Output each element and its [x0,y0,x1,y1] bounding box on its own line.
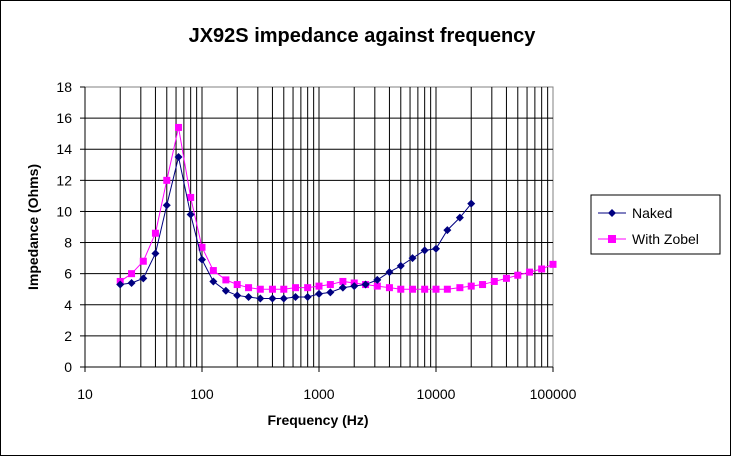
x-tick-label: 100 [190,386,214,402]
data-point-naked [373,275,382,284]
data-point-with-zobel [479,281,487,289]
x-tick-label: 1000 [303,386,334,402]
x-tick-label: 100000 [530,386,577,402]
data-point-with-zobel [502,274,510,282]
data-point-naked [233,291,242,300]
data-point-naked [221,286,230,295]
data-point-naked [256,294,265,303]
data-point-with-zobel [373,282,381,290]
data-point-with-zobel [209,267,217,275]
data-point-naked [127,279,136,287]
data-point-naked [455,213,464,222]
data-point-with-zobel [397,285,405,293]
data-point-with-zobel [538,265,546,273]
y-tick-label: 0 [64,359,72,375]
legend-box [590,194,721,255]
data-point-with-zobel [198,243,206,251]
y-tick-label: 12 [56,172,72,188]
legend-label-zobel: With Zobel [632,231,699,247]
data-point-naked [432,244,440,253]
data-point-naked [198,255,206,264]
y-tick-label: 8 [64,235,72,251]
data-point-with-zobel [151,229,159,237]
data-point-with-zobel [245,284,253,292]
series-group [116,123,557,303]
data-point-with-zobel [163,176,171,184]
data-point-with-zobel [549,260,557,268]
data-point-naked [408,254,417,263]
y-tick-label: 14 [56,141,72,157]
data-point-naked [385,268,394,277]
y-tick-label: 18 [56,79,72,95]
data-point-with-zobel [385,284,393,292]
data-point-with-zobel [268,285,276,293]
data-point-with-zobel [326,281,334,289]
x-tick-label: 10 [77,386,93,402]
data-point-naked [268,294,277,303]
data-point-with-zobel [292,284,300,292]
data-point-with-zobel [443,285,451,293]
data-point-naked [338,283,347,292]
data-point-naked [303,293,312,301]
data-point-naked [139,274,148,283]
legend-marker-zobel [608,235,616,243]
x-tick-labels: 10 100 1000 10000 100000 [77,367,577,402]
data-point-with-zobel [432,285,440,293]
data-point-naked [326,288,335,297]
data-point-naked [151,249,160,258]
data-point-naked [467,199,476,208]
data-point-naked [350,282,359,291]
data-point-with-zobel [467,282,475,290]
legend: Naked With Zobel [590,194,721,255]
data-point-naked [291,293,300,301]
legend-marker-naked [608,209,616,217]
data-point-with-zobel [421,285,429,293]
y-tick-label: 16 [56,110,72,126]
data-point-with-zobel [526,268,534,276]
y-tick-labels: 0 2 4 6 8 10 12 14 16 18 [56,79,85,375]
y-tick-label: 2 [64,328,72,344]
data-point-naked [420,246,429,255]
data-point-with-zobel [514,271,522,279]
chart-title: JX92S impedance against frequency [189,25,537,47]
data-point-naked [116,280,125,289]
data-point-with-zobel [222,276,230,284]
data-point-naked [174,153,183,161]
data-point-naked [361,280,370,289]
data-point-with-zobel [409,285,417,293]
data-point-naked [209,277,218,286]
data-point-with-zobel [490,277,498,285]
x-tick-label: 10000 [417,386,456,402]
grid-lines [84,87,553,368]
data-point-with-zobel [339,277,347,285]
y-tick-label: 6 [64,266,72,282]
data-point-with-zobel [139,257,147,265]
x-axis-title: Frequency (Hz) [267,412,368,428]
data-point-with-zobel [315,282,323,290]
data-point-naked [162,201,171,210]
legend-label-naked: Naked [632,205,672,221]
data-point-with-zobel [187,193,195,201]
data-point-with-zobel [175,123,183,131]
data-point-naked [186,210,195,219]
data-point-naked [396,261,405,270]
y-tick-label: 10 [56,203,72,219]
data-point-naked [244,293,253,301]
data-point-with-zobel [128,270,136,278]
data-point-with-zobel [456,284,464,292]
data-point-with-zobel [256,285,264,293]
y-axis-title: Impedance (Ohms) [25,164,41,290]
data-point-with-zobel [304,284,312,292]
data-point-naked [443,226,452,235]
data-point-naked [279,294,288,303]
data-point-with-zobel [280,285,288,293]
data-point-with-zobel [233,281,241,289]
series-naked [116,153,476,303]
data-point-naked [315,289,323,298]
y-tick-label: 4 [64,297,72,313]
